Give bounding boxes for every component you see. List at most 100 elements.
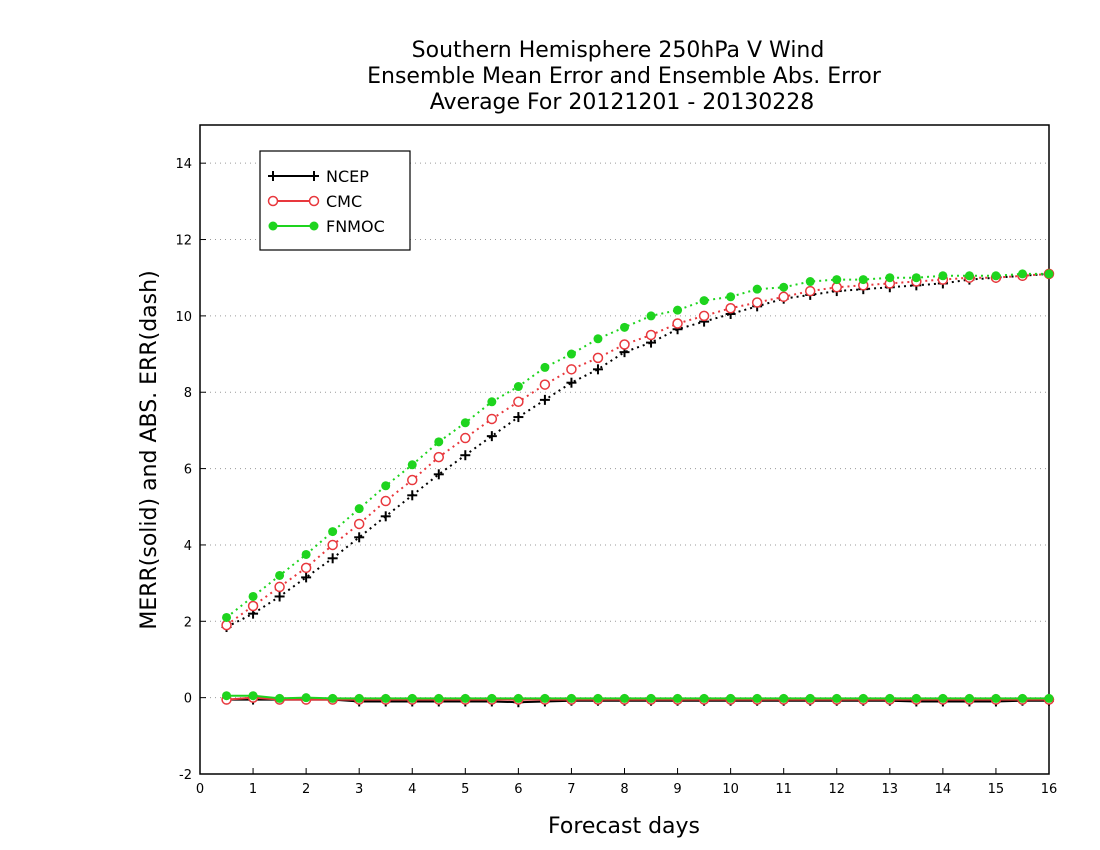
abs-err-point-fnmoc	[964, 271, 974, 281]
mean-err-point-fnmoc	[540, 693, 550, 703]
legend-item-cmc: CMC	[267, 192, 362, 211]
series-ncep	[221, 268, 1054, 708]
x-tick-label: 12	[828, 782, 845, 797]
mean-err-point-fnmoc	[699, 693, 709, 703]
y-tick-label: 8	[184, 386, 192, 401]
legend-label-cmc: CMC	[326, 192, 362, 211]
abs-err-point-ncep	[407, 490, 418, 501]
abs-err-point-cmc	[725, 302, 736, 314]
mean-err-point-fnmoc	[938, 693, 948, 703]
abs-err-point-fnmoc	[460, 418, 470, 428]
mean-err-point-fnmoc	[726, 693, 736, 703]
mean-err-point-fnmoc	[275, 693, 285, 703]
legend-marker-cmc	[308, 195, 320, 207]
abs-err-point-fnmoc	[832, 275, 842, 285]
legend-marker-fnmoc	[268, 221, 278, 231]
abs-err-point-cmc	[672, 318, 683, 329]
chart-title-line-1: Southern Hemisphere 250hPa V Wind	[412, 38, 825, 63]
abs-err-point-cmc	[380, 495, 391, 507]
abs-err-point-cmc	[300, 562, 312, 574]
chart-title-line-3: Average For 20121201 - 20130228	[430, 90, 815, 115]
abs-err-point-fnmoc	[779, 282, 789, 292]
mean-err-point-fnmoc	[885, 693, 895, 703]
abs-err-point-fnmoc	[752, 284, 762, 294]
mean-err-point-fnmoc	[328, 693, 338, 703]
legend-marker-cmc	[267, 195, 279, 207]
y-tick-label: 0	[184, 692, 192, 707]
mean-err-point-fnmoc	[911, 693, 921, 703]
y-tick-label: 14	[175, 157, 192, 172]
mean-err-point-fnmoc	[858, 693, 868, 703]
chart-title-line-2: Ensemble Mean Error and Ensemble Abs. Er…	[367, 64, 882, 89]
abs-err-point-cmc	[804, 285, 816, 297]
abs-err-point-fnmoc	[938, 271, 948, 281]
abs-err-point-ncep	[327, 553, 338, 564]
x-tick-label: 9	[673, 782, 681, 797]
abs-err-point-cmc	[592, 352, 604, 364]
abs-err-point-cmc	[407, 474, 418, 486]
abs-err-point-fnmoc	[1044, 269, 1054, 279]
x-tick-label: 3	[355, 782, 363, 797]
mean-err-point-fnmoc	[487, 693, 497, 703]
abs-err-point-cmc	[619, 339, 630, 350]
abs-err-line-cmc	[225, 272, 1050, 626]
y-axis-label: MERR(solid) and ABS. ERR(dash)	[137, 270, 162, 629]
abs-err-point-fnmoc	[699, 296, 709, 306]
abs-err-point-fnmoc	[726, 292, 736, 302]
y-tick-label: 6	[184, 463, 192, 478]
legend-label-fnmoc: FNMOC	[326, 217, 385, 236]
legend-label-ncep: NCEP	[326, 167, 369, 186]
abs-err-point-cmc	[513, 396, 524, 408]
mean-err-point-fnmoc	[593, 693, 603, 703]
series-fnmoc	[222, 269, 1054, 703]
mean-err-point-fnmoc	[513, 693, 523, 703]
mean-err-point-fnmoc	[381, 693, 391, 703]
x-tick-label: 7	[567, 782, 575, 797]
abs-err-point-ncep	[513, 412, 524, 423]
abs-err-point-fnmoc	[885, 273, 895, 283]
mean-err-point-fnmoc	[354, 693, 364, 703]
abs-err-point-ncep	[380, 511, 391, 522]
mean-err-point-fnmoc	[1044, 693, 1054, 703]
abs-err-point-fnmoc	[673, 305, 683, 315]
abs-err-point-fnmoc	[248, 591, 258, 601]
abs-err-point-fnmoc	[805, 277, 815, 287]
abs-err-point-fnmoc	[487, 397, 497, 407]
abs-err-point-ncep	[486, 431, 497, 442]
abs-err-point-fnmoc	[407, 460, 417, 470]
x-tick-label: 4	[408, 782, 416, 797]
mean-err-point-fnmoc	[779, 693, 789, 703]
abs-err-point-cmc	[645, 329, 657, 341]
x-tick-label: 10	[722, 782, 739, 797]
x-tick-label: 13	[882, 782, 899, 797]
x-tick-label: 15	[988, 782, 1005, 797]
abs-err-point-fnmoc	[991, 271, 1001, 281]
x-tick-label: 11	[775, 782, 792, 797]
mean-err-point-fnmoc	[407, 693, 417, 703]
y-tick-label: -2	[179, 768, 192, 783]
abs-err-point-ncep	[301, 572, 312, 583]
y-tick-label: 4	[184, 539, 192, 554]
mean-err-line-fnmoc	[226, 694, 1049, 700]
mean-err-point-fnmoc	[566, 693, 576, 703]
series-cmc	[221, 268, 1055, 705]
mean-err-point-fnmoc	[620, 693, 629, 703]
legend-item-fnmoc: FNMOC	[268, 217, 385, 236]
mean-err-point-fnmoc	[832, 693, 842, 703]
abs-err-point-cmc	[274, 581, 285, 593]
mean-err-point-fnmoc	[964, 693, 974, 703]
abs-err-point-fnmoc	[275, 570, 285, 580]
abs-err-point-cmc	[486, 413, 498, 425]
abs-err-point-cmc	[353, 518, 365, 530]
abs-err-point-fnmoc	[513, 382, 523, 392]
abs-err-point-ncep	[433, 469, 444, 480]
y-tick-label: 2	[184, 615, 192, 630]
mean-err-point-fnmoc	[991, 693, 1001, 703]
abs-err-point-fnmoc	[1017, 269, 1027, 279]
abs-err-point-cmc	[327, 539, 338, 551]
abs-err-point-cmc	[566, 364, 577, 375]
x-tick-label: 5	[461, 782, 469, 797]
abs-err-point-cmc	[460, 432, 471, 444]
abs-err-point-fnmoc	[222, 612, 232, 622]
